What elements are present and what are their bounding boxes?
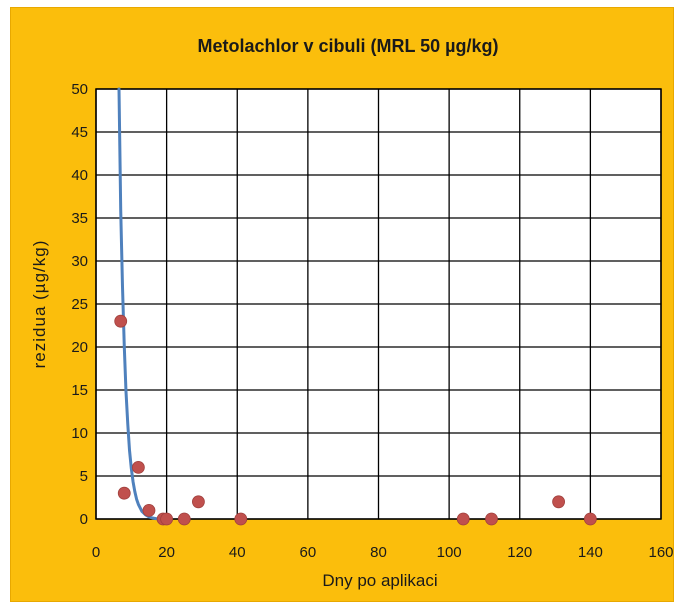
tick-labels: 0 5 10 15 20 25 30 35 40 45 50 0 20 40 60 80 100 120 140 16… bbox=[71, 81, 673, 561]
y-tick-label: 50 bbox=[71, 81, 88, 98]
data-points bbox=[114, 314, 597, 526]
y-tick-label: 25 bbox=[71, 296, 88, 313]
x-tick-label: 160 bbox=[648, 544, 673, 561]
trend-line-layer bbox=[117, 87, 169, 521]
x-tick-label: 60 bbox=[300, 544, 317, 561]
data-point bbox=[552, 495, 565, 509]
y-tick-label: 40 bbox=[71, 167, 88, 184]
x-tick-label: 140 bbox=[578, 544, 603, 561]
data-point bbox=[142, 503, 156, 517]
x-tick-label: 100 bbox=[437, 544, 462, 561]
data-point bbox=[456, 512, 470, 526]
x-tick-label: 40 bbox=[229, 544, 246, 561]
chart-title: Metolachlor v cibuli (MRL 50 µg/kg) bbox=[197, 36, 498, 56]
grid-lines bbox=[95, 88, 662, 520]
x-tick-label: 20 bbox=[158, 544, 175, 561]
data-point bbox=[192, 495, 205, 509]
y-axis-title: rezidua (µg/kg) bbox=[30, 240, 49, 369]
plot-border bbox=[95, 88, 662, 520]
data-point bbox=[160, 512, 174, 526]
x-tick-label: 120 bbox=[507, 544, 532, 561]
data-point bbox=[114, 314, 128, 328]
data-point bbox=[485, 512, 498, 526]
x-tick-label: 0 bbox=[92, 544, 100, 561]
y-tick-label: 35 bbox=[71, 210, 88, 227]
trend-line bbox=[117, 87, 169, 521]
x-tick-label: 80 bbox=[370, 544, 387, 561]
data-point bbox=[177, 512, 191, 526]
y-tick-label: 15 bbox=[71, 382, 88, 399]
data-point bbox=[131, 460, 145, 474]
x-axis-title: Dny po aplikaci bbox=[322, 571, 437, 590]
y-tick-label: 10 bbox=[71, 425, 88, 442]
y-tick-label: 30 bbox=[71, 253, 88, 270]
y-tick-label: 5 bbox=[80, 468, 88, 485]
y-tick-label: 45 bbox=[71, 124, 88, 141]
y-tick-label: 0 bbox=[80, 511, 88, 528]
y-tick-label: 20 bbox=[71, 339, 88, 356]
data-point bbox=[117, 486, 131, 500]
data-point bbox=[234, 512, 248, 526]
data-point bbox=[583, 512, 597, 526]
